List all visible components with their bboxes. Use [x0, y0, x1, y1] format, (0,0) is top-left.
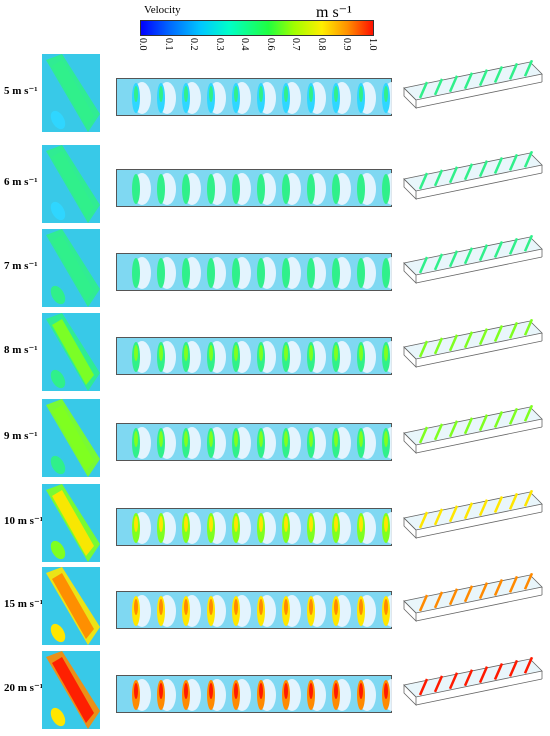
perspective-velocity-panel: [403, 573, 543, 622]
perspective-velocity-panel: [403, 490, 543, 539]
row-label: 7 m s⁻¹: [4, 260, 38, 272]
colorbar-title: Velocity: [144, 4, 181, 16]
row-label: 15 m s⁻¹: [4, 598, 44, 610]
colorbar-tick: 0.2: [188, 38, 199, 51]
row-label: 5 m s⁻¹: [4, 85, 38, 97]
closeup-velocity-panel: [42, 567, 100, 645]
colorbar-tick: 0.6: [264, 38, 276, 51]
closeup-velocity-panel: [42, 313, 100, 391]
colorbar-tick: 0.9: [341, 38, 352, 51]
closeup-velocity-panel: [42, 399, 100, 477]
row-label: 9 m s⁻¹: [4, 430, 38, 442]
row-label: 10 m s⁻¹: [4, 515, 44, 527]
side-view-velocity-panel: [116, 591, 392, 629]
perspective-velocity-panel: [403, 151, 543, 200]
colorbar-tick: 0.4: [239, 38, 250, 51]
row-label: 20 m s⁻¹: [4, 682, 44, 694]
side-view-velocity-panel: [116, 508, 392, 546]
perspective-velocity-panel: [403, 235, 543, 284]
colorbar-tick: 1.0: [366, 38, 378, 51]
closeup-velocity-panel: [42, 54, 100, 132]
side-view-velocity-panel: [116, 337, 392, 375]
colorbar-tick: 0.1: [162, 38, 174, 51]
closeup-velocity-panel: [42, 651, 100, 729]
side-view-velocity-panel: [116, 675, 392, 713]
perspective-velocity-panel: [403, 60, 543, 109]
colorbar-tick: 0.0: [137, 38, 148, 51]
side-view-velocity-panel: [116, 169, 392, 207]
closeup-velocity-panel: [42, 145, 100, 223]
perspective-velocity-panel: [403, 405, 543, 454]
closeup-velocity-panel: [42, 229, 100, 307]
row-label: 6 m s⁻¹: [4, 176, 38, 188]
colorbar-tick: 0.7: [290, 38, 301, 51]
row-label: 8 m s⁻¹: [4, 344, 38, 356]
colorbar-tick: 0.3: [213, 38, 225, 51]
side-view-velocity-panel: [116, 253, 392, 291]
side-view-velocity-panel: [116, 423, 392, 461]
colorbar-unit: m s⁻¹: [316, 4, 352, 21]
side-view-velocity-panel: [116, 78, 392, 116]
closeup-velocity-panel: [42, 484, 100, 562]
perspective-velocity-panel: [403, 319, 543, 368]
velocity-colorbar: [140, 20, 374, 36]
perspective-velocity-panel: [403, 657, 543, 706]
colorbar-tick: 0.8: [315, 38, 327, 51]
